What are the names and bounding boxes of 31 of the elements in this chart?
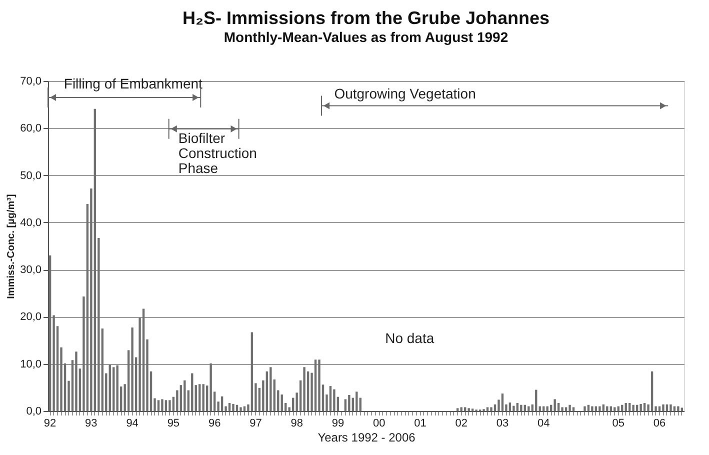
y-tick-label: 70,0 — [20, 76, 42, 88]
chart-subtitle: Monthly-Mean-Values as from August 1992 — [224, 29, 508, 45]
x-tick-label: 96 — [208, 418, 221, 430]
x-tick-label: 06 — [653, 418, 666, 430]
x-axis-title: Years 1992 - 2006 — [318, 430, 416, 444]
y-tick-label: 0,0 — [26, 406, 42, 418]
y-tick-label: 50,0 — [20, 170, 42, 182]
x-tick-label: 97 — [250, 418, 262, 430]
x-tick-label: 92 — [44, 418, 56, 430]
x-tick-label: 98 — [290, 418, 303, 430]
y-tick-label: 10,0 — [20, 358, 42, 370]
x-tick-label: 94 — [126, 418, 138, 430]
y-axis-title: Immiss.-Conc. [µg/m³] — [6, 194, 18, 299]
x-tick-label: 03 — [496, 418, 509, 430]
annotation: Biofilter Construction Phase — [178, 130, 257, 176]
x-tick-label: 02 — [455, 418, 468, 430]
y-tick-label: 30,0 — [20, 264, 42, 276]
x-tick-label: 95 — [167, 418, 180, 430]
y-tick-label: 20,0 — [20, 311, 42, 324]
x-tick-label: 05 — [612, 418, 625, 430]
x-tick-label: 01 — [414, 418, 426, 430]
x-tick-label: 93 — [85, 418, 98, 430]
y-tick-label: 60,0 — [20, 122, 42, 135]
y-tick-label: 40,0 — [20, 216, 42, 229]
x-tick-label: 00 — [372, 418, 386, 430]
chart-title: H₂S- Immissions from the Grube Johannes — [182, 8, 550, 28]
x-tick-label: 99 — [332, 418, 344, 430]
x-tick-label: 04 — [537, 418, 550, 430]
annotation: Filling of Embankment — [64, 76, 203, 92]
annotation: No data — [385, 330, 434, 346]
annotation: Outgrowing Vegetation — [334, 86, 476, 102]
